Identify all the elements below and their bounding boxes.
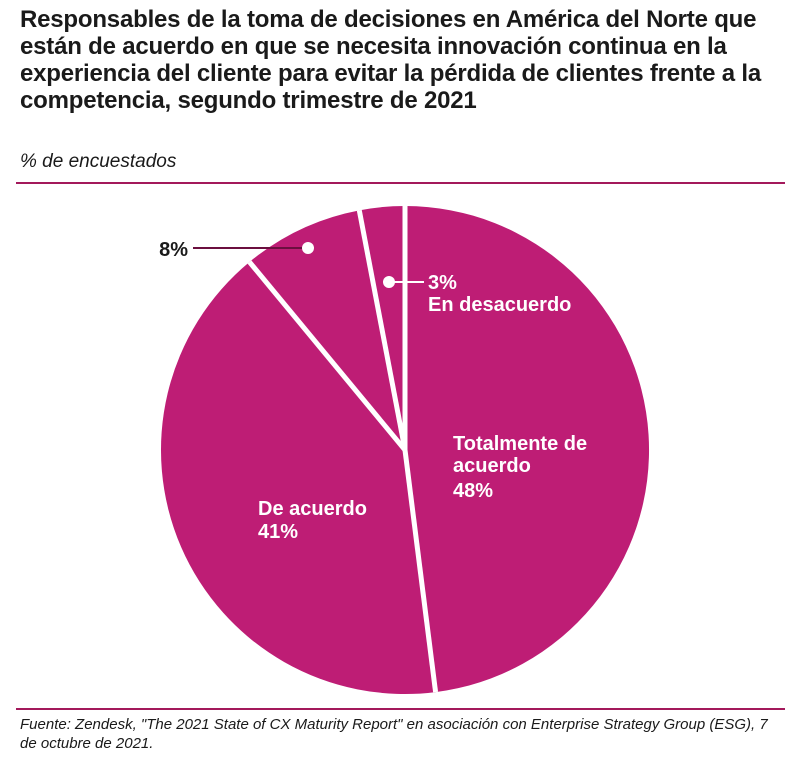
chart-title: Responsables de la toma de decisiones en… — [20, 6, 762, 114]
pie-slice-1 — [405, 206, 650, 693]
slice-label-name-desacuerdo: En desacuerdo — [428, 294, 571, 316]
chart-subtitle: % de encuestados — [20, 151, 177, 172]
pie-slices — [160, 205, 650, 695]
slice-label-name-de-acuerdo: De acuerdo — [258, 498, 367, 520]
leader-dot-3 — [383, 276, 395, 288]
slice-label-value-8: 8% — [159, 239, 188, 261]
slice-separator-4 — [356, 209, 408, 451]
source-note: Fuente: Zendesk, "The 2021 State of CX M… — [20, 716, 768, 752]
top-divider — [16, 182, 785, 184]
slice-label-totalmente-line1: Totalmente de — [453, 433, 587, 455]
slice-separator-3 — [247, 260, 407, 452]
bottom-divider — [16, 708, 785, 710]
slice-label-name-totalmente: Totalmente de acuerdo — [453, 433, 593, 477]
slice-separators — [247, 206, 439, 693]
slice-label-value-48: 48% — [453, 480, 493, 502]
pie-slice-3 — [249, 210, 405, 450]
leader-dot-8 — [302, 242, 314, 254]
pie-slice-2 — [160, 261, 436, 695]
slice-label-value-3: 3% — [428, 272, 457, 294]
slice-separator-2 — [402, 449, 439, 693]
slice-label-value-41: 41% — [258, 521, 298, 543]
slice-label-totalmente-line2: acuerdo — [453, 455, 531, 477]
